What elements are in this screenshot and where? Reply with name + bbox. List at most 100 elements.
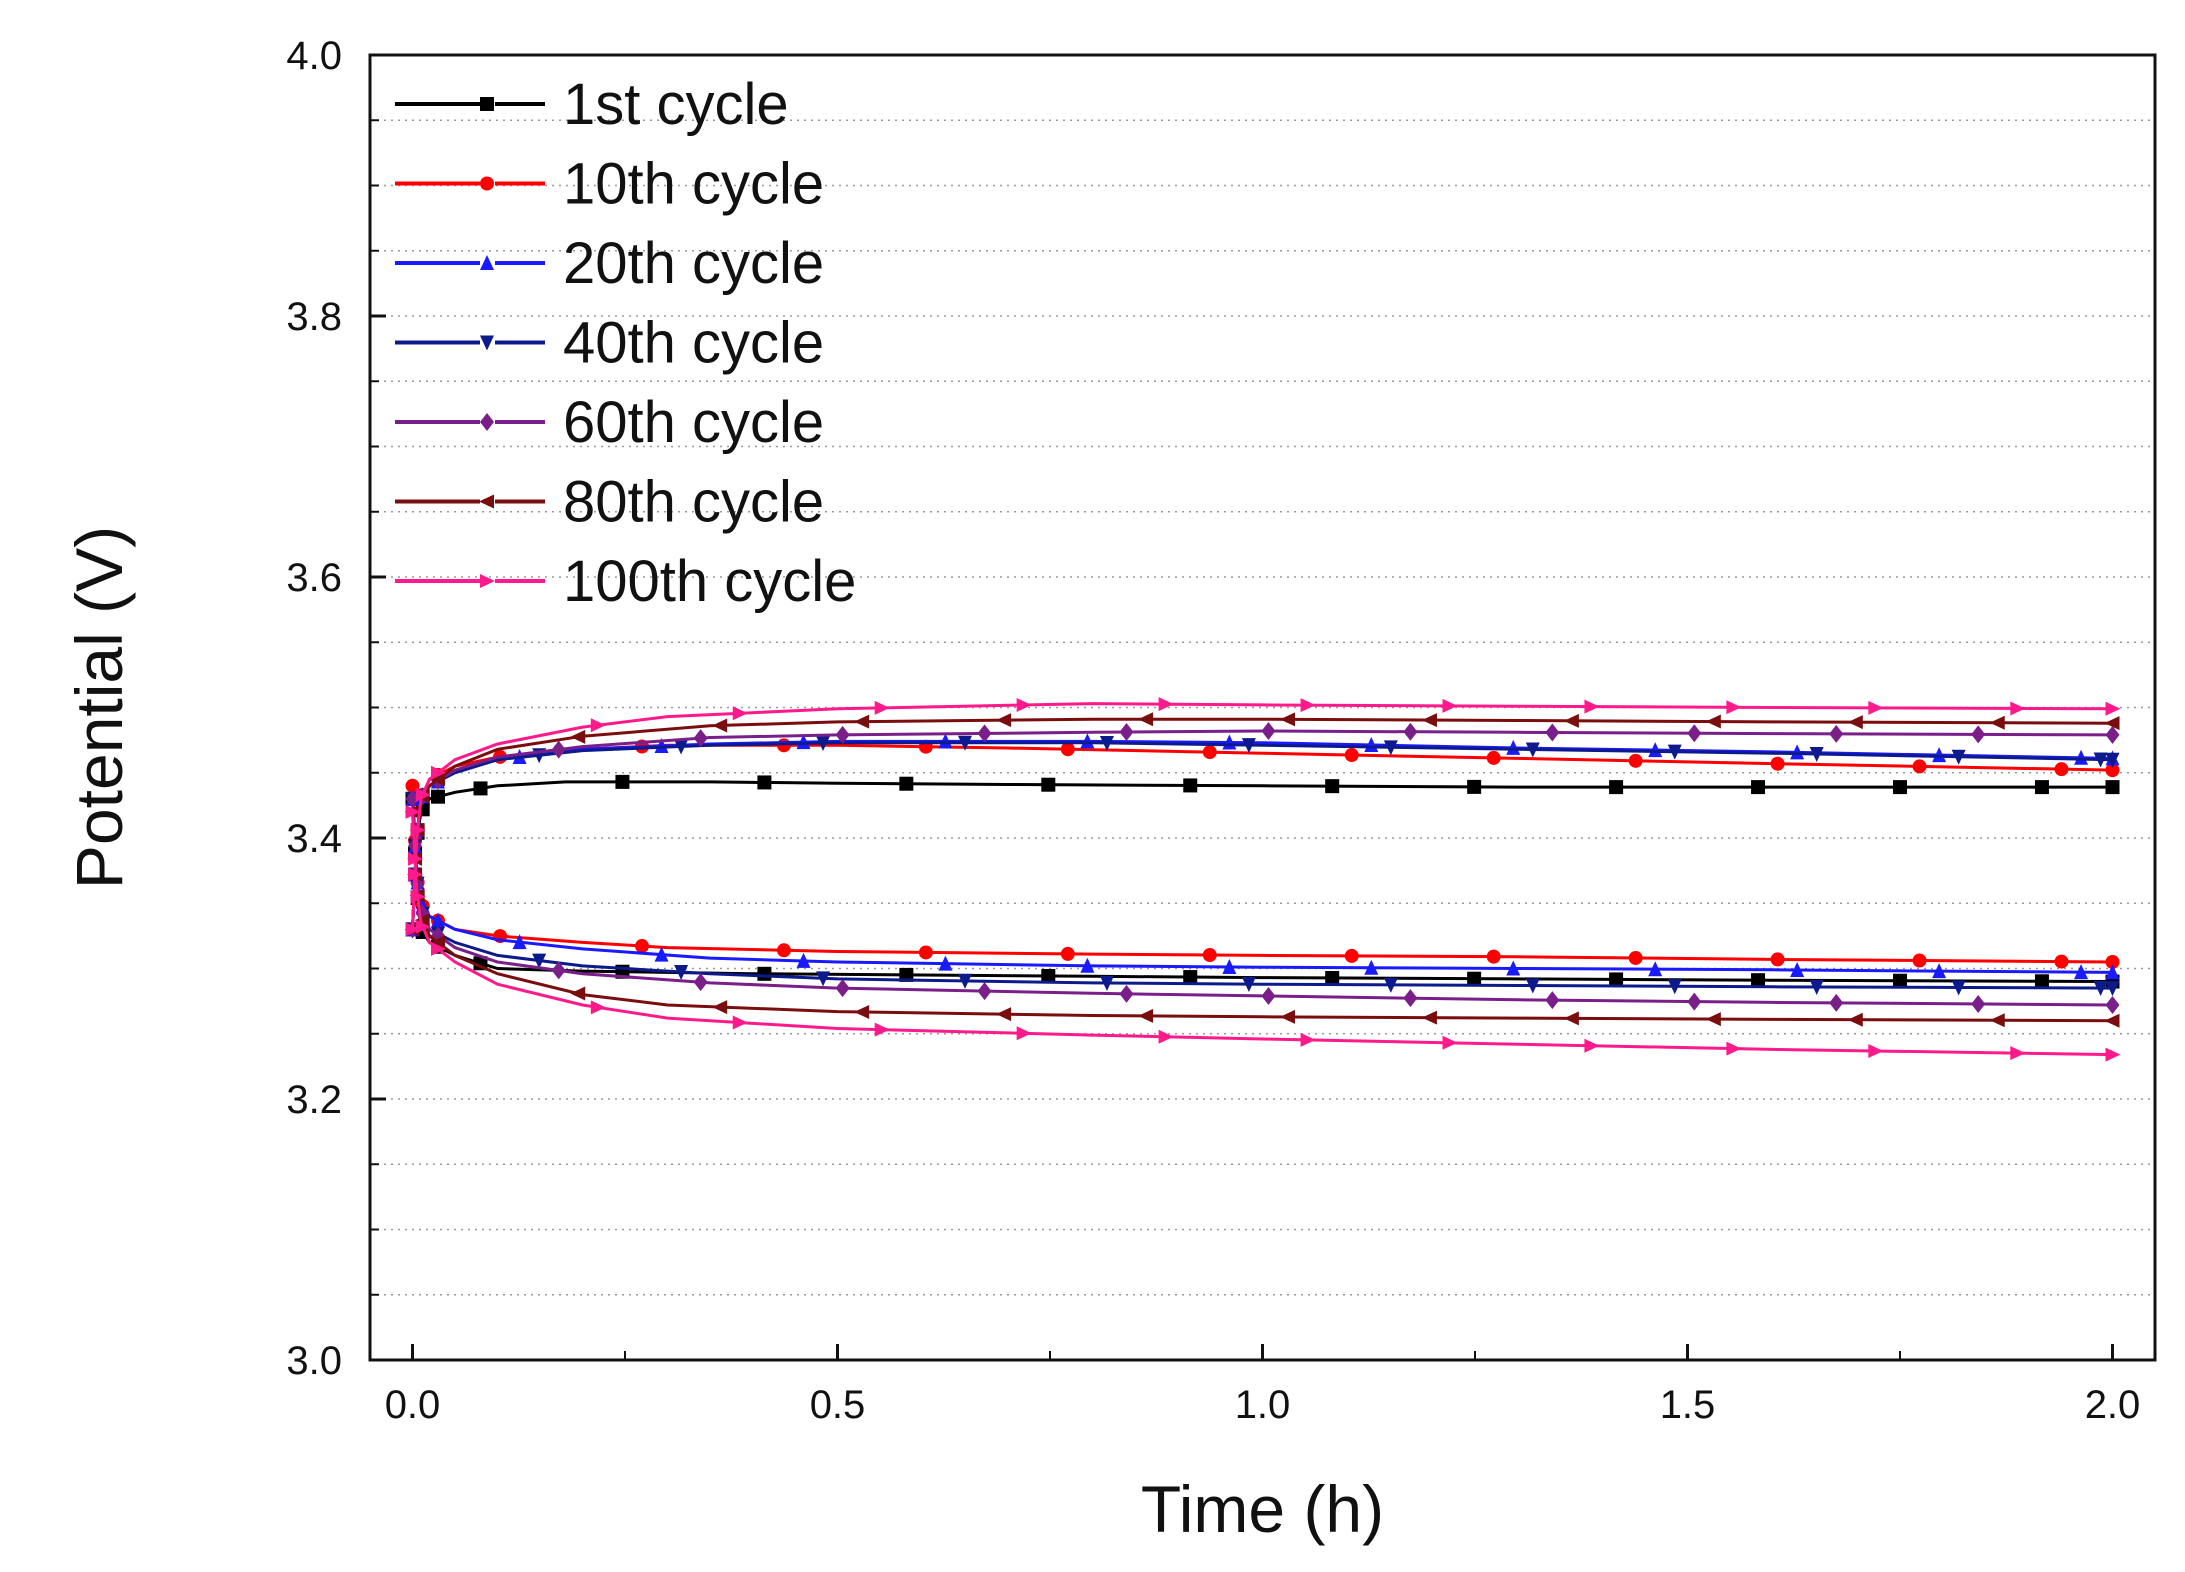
series-point xyxy=(996,713,1012,728)
series-point xyxy=(996,1007,1012,1022)
series-point xyxy=(615,774,630,789)
legend-marker xyxy=(480,335,494,351)
series-point xyxy=(1202,948,1217,963)
series-point xyxy=(776,943,791,958)
series-point xyxy=(551,961,566,980)
series-point xyxy=(1829,724,1844,743)
legend-item: 10th cycle xyxy=(395,152,824,217)
series-point xyxy=(938,955,953,971)
series-point xyxy=(1486,750,1501,765)
series-point xyxy=(874,1022,890,1037)
series-point xyxy=(1158,1029,1174,1044)
legend-item: 40th cycle xyxy=(395,311,824,376)
series-point xyxy=(958,735,972,751)
legend-marker xyxy=(480,255,494,270)
series-60th-cycle xyxy=(405,722,2120,1015)
series-point xyxy=(1325,779,1340,794)
series-point xyxy=(977,724,992,743)
series-point xyxy=(654,738,669,754)
series-point xyxy=(1628,753,1643,768)
series-point xyxy=(1383,740,1398,756)
series-point xyxy=(1421,1010,1437,1025)
series-point xyxy=(590,1000,606,1015)
series-point xyxy=(1563,1011,1579,1026)
series-point xyxy=(2105,954,2120,969)
series-point xyxy=(570,986,586,1001)
series-point xyxy=(1868,1043,1884,1058)
series-point xyxy=(2105,780,2120,795)
legend-marker xyxy=(480,97,494,111)
y-tick-label: 3.8 xyxy=(286,295,342,339)
series-point xyxy=(816,971,831,987)
series-point xyxy=(1183,778,1198,793)
series-point xyxy=(1525,978,1540,994)
x-tick-label: 0.0 xyxy=(385,1383,441,1427)
series-point xyxy=(2104,716,2120,731)
series-point xyxy=(2105,752,2120,768)
series-point xyxy=(1138,1008,1154,1023)
series-point xyxy=(532,953,547,969)
series-point xyxy=(796,952,811,968)
series-point xyxy=(1202,745,1217,760)
series-point xyxy=(1829,993,1844,1012)
series-point xyxy=(1280,1009,1295,1024)
series-point xyxy=(796,734,811,750)
series-point xyxy=(410,889,426,904)
series-point xyxy=(551,740,566,759)
series-point xyxy=(1790,744,1805,760)
series-point xyxy=(1951,749,1966,765)
series-point xyxy=(1971,995,1986,1014)
series-point xyxy=(1545,991,1560,1010)
series-point xyxy=(431,941,446,956)
series-point xyxy=(2034,780,2049,795)
series-point xyxy=(1241,738,1256,754)
series-point xyxy=(1751,780,1766,795)
series-point xyxy=(1705,1012,1721,1027)
series-point xyxy=(1648,742,1663,758)
series-point xyxy=(1912,759,1927,774)
series-point xyxy=(512,934,527,950)
series-point xyxy=(1545,723,1560,742)
series-point xyxy=(2105,763,2120,778)
series-point xyxy=(415,919,431,934)
series-point xyxy=(1241,977,1256,993)
legend-marker xyxy=(480,176,494,191)
series-point xyxy=(654,946,669,962)
series-point xyxy=(1119,723,1134,742)
series-point xyxy=(405,922,421,937)
series-point xyxy=(635,939,649,954)
series-point xyxy=(405,804,421,819)
series-point xyxy=(2054,954,2069,969)
series-point xyxy=(1687,992,1702,1011)
legend-label: 80th cycle xyxy=(563,470,824,535)
series-point xyxy=(1971,725,1986,744)
series-100th-cycle xyxy=(405,697,2121,1062)
series-point xyxy=(1041,777,1056,792)
series-point xyxy=(1016,697,1032,712)
series-point xyxy=(570,729,586,744)
series-point xyxy=(712,1000,728,1015)
series-point xyxy=(1726,700,1742,715)
series-point xyxy=(1300,1032,1316,1047)
series-point xyxy=(2074,749,2089,765)
series-point xyxy=(2034,974,2049,989)
series-point xyxy=(430,772,445,787)
x-tick-label: 2.0 xyxy=(2085,1383,2141,1427)
series-point xyxy=(1667,979,1682,995)
series-point xyxy=(1099,735,1114,751)
series-point xyxy=(1325,970,1340,985)
series-point xyxy=(2010,1046,2026,1061)
series-point xyxy=(1060,742,1075,757)
series-point xyxy=(1868,700,1884,715)
series-point xyxy=(415,787,431,802)
series-point xyxy=(693,729,708,748)
series-point xyxy=(977,982,992,1001)
legend-item: 20th cycle xyxy=(395,231,824,296)
series-point xyxy=(2105,1047,2121,1062)
series-point xyxy=(1300,698,1316,713)
series-point xyxy=(1609,972,1624,987)
series-point xyxy=(835,725,850,744)
series-point xyxy=(1364,959,1379,975)
series-point xyxy=(590,718,606,733)
